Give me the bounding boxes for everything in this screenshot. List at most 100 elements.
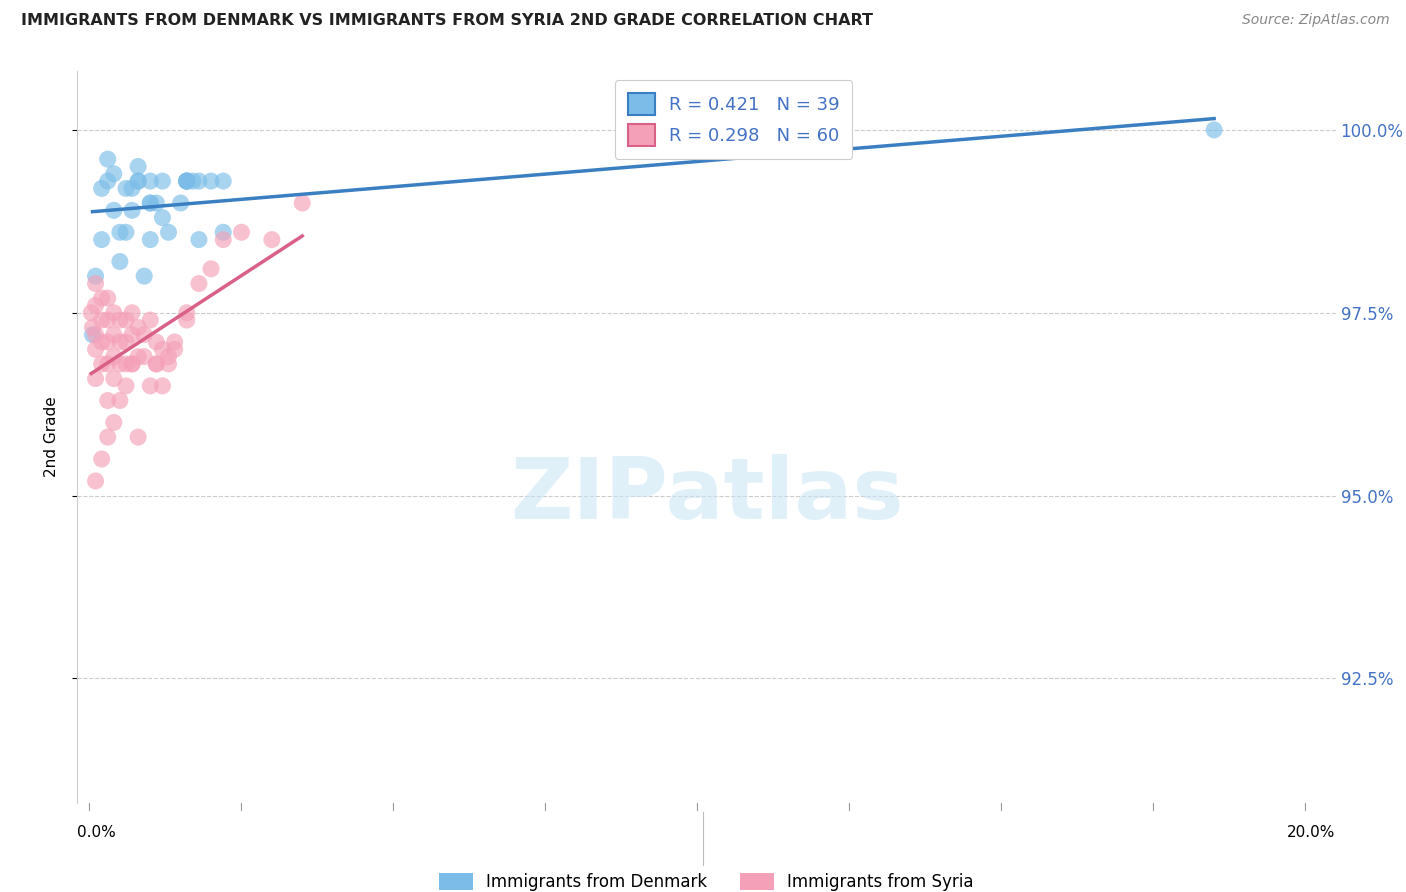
Point xyxy=(212,233,235,247)
Point xyxy=(103,350,125,364)
Point xyxy=(181,174,204,188)
Point xyxy=(82,327,104,342)
Point xyxy=(152,379,174,393)
Point xyxy=(97,174,120,188)
Point xyxy=(134,269,156,284)
Point xyxy=(90,334,112,349)
Point xyxy=(103,203,125,218)
Point xyxy=(157,225,180,239)
Point xyxy=(97,430,120,444)
Point xyxy=(115,225,138,239)
Point xyxy=(115,181,138,195)
Point xyxy=(84,474,107,488)
Y-axis label: 2nd Grade: 2nd Grade xyxy=(44,397,59,477)
Point xyxy=(84,298,107,312)
Point xyxy=(90,291,112,305)
Point xyxy=(115,313,138,327)
Point xyxy=(115,357,138,371)
Point xyxy=(90,357,112,371)
Point xyxy=(103,327,125,342)
Point xyxy=(187,233,209,247)
Point xyxy=(108,254,131,268)
Point xyxy=(187,174,209,188)
Point xyxy=(152,174,174,188)
Point xyxy=(108,225,131,239)
Point xyxy=(103,306,125,320)
Text: Source: ZipAtlas.com: Source: ZipAtlas.com xyxy=(1241,13,1389,28)
Point xyxy=(187,277,209,291)
Point xyxy=(134,327,156,342)
Point xyxy=(212,174,235,188)
Point xyxy=(127,430,149,444)
Point xyxy=(97,334,120,349)
Point xyxy=(84,277,107,291)
Point xyxy=(90,452,112,467)
Point xyxy=(97,152,120,166)
Point xyxy=(97,313,120,327)
Point xyxy=(84,343,107,357)
Point xyxy=(127,174,149,188)
Point xyxy=(200,261,222,276)
Point xyxy=(163,343,186,357)
Point xyxy=(176,306,198,320)
Point xyxy=(127,174,149,188)
Point xyxy=(127,160,149,174)
Point xyxy=(108,357,131,371)
Point xyxy=(108,313,131,327)
Point xyxy=(139,174,162,188)
Point xyxy=(1204,123,1226,137)
Point xyxy=(200,174,222,188)
Point xyxy=(176,313,198,327)
Point xyxy=(90,181,112,195)
Point xyxy=(139,196,162,211)
Point xyxy=(176,174,198,188)
Text: 20.0%: 20.0% xyxy=(1288,825,1336,840)
Point xyxy=(145,196,167,211)
Point xyxy=(97,291,120,305)
Point xyxy=(145,334,167,349)
Point xyxy=(108,334,131,349)
Point xyxy=(121,327,143,342)
Point xyxy=(127,320,149,334)
Point xyxy=(121,181,143,195)
Point xyxy=(176,174,198,188)
Point xyxy=(108,393,131,408)
Point xyxy=(84,371,107,385)
Point xyxy=(176,174,198,188)
Point xyxy=(139,196,162,211)
Point xyxy=(139,379,162,393)
Point xyxy=(121,357,143,371)
Text: IMMIGRANTS FROM DENMARK VS IMMIGRANTS FROM SYRIA 2ND GRADE CORRELATION CHART: IMMIGRANTS FROM DENMARK VS IMMIGRANTS FR… xyxy=(21,13,873,29)
Point xyxy=(176,174,198,188)
Point xyxy=(139,313,162,327)
Point xyxy=(152,343,174,357)
Point xyxy=(291,196,314,211)
Point xyxy=(152,211,174,225)
Point xyxy=(84,327,107,342)
Point xyxy=(170,196,193,211)
Text: 0.0%: 0.0% xyxy=(77,825,117,840)
Point xyxy=(139,233,162,247)
Point xyxy=(121,306,143,320)
Point xyxy=(103,167,125,181)
Point xyxy=(127,350,149,364)
Point xyxy=(90,233,112,247)
Point xyxy=(80,306,103,320)
Point xyxy=(212,225,235,239)
Point xyxy=(82,320,104,334)
Point xyxy=(145,357,167,371)
Point xyxy=(260,233,283,247)
Point xyxy=(97,357,120,371)
Point xyxy=(115,379,138,393)
Point xyxy=(84,269,107,284)
Text: ZIPatlas: ZIPatlas xyxy=(509,454,904,537)
Point xyxy=(121,203,143,218)
Point xyxy=(145,357,167,371)
Point xyxy=(103,371,125,385)
Point xyxy=(90,313,112,327)
Point xyxy=(103,416,125,430)
Legend: Immigrants from Denmark, Immigrants from Syria: Immigrants from Denmark, Immigrants from… xyxy=(433,866,980,892)
Point xyxy=(231,225,253,239)
Point xyxy=(157,357,180,371)
Point xyxy=(121,357,143,371)
